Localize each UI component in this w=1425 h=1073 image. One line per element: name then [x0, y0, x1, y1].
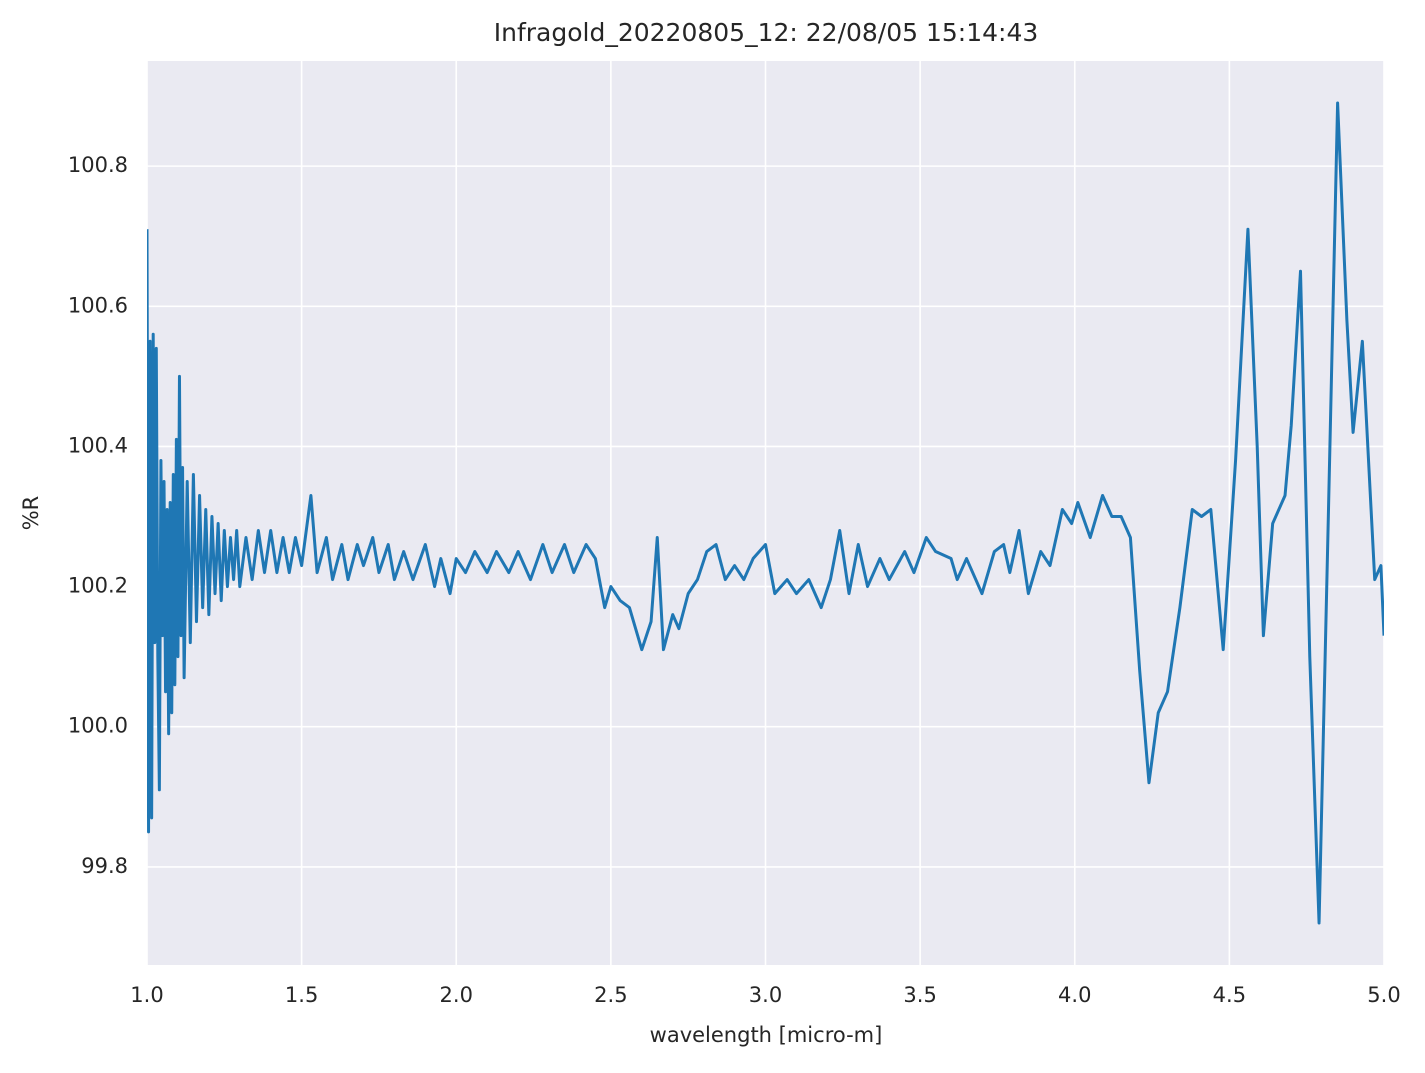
x-tick-label: 4.5 [1213, 983, 1246, 1007]
x-tick-label: 1.0 [130, 983, 163, 1007]
y-tick-label: 100.2 [68, 574, 128, 598]
x-axis-label: wavelength [micro-m] [650, 1023, 883, 1047]
x-tick-label: 2.5 [594, 983, 627, 1007]
x-tick-label: 1.5 [285, 983, 318, 1007]
data-line [147, 101, 1384, 925]
x-tick-label: 3.5 [903, 983, 936, 1007]
x-tick-label: 5.0 [1367, 983, 1400, 1007]
chart-title: Infragold_20220805_12: 22/08/05 15:14:43 [494, 18, 1039, 47]
y-tick-label: 100.8 [68, 153, 128, 177]
x-tick-label: 4.0 [1058, 983, 1091, 1007]
y-tick-label: 100.4 [68, 433, 128, 457]
x-tick-label: 3.0 [749, 983, 782, 1007]
y-tick-label: 100.0 [68, 714, 128, 738]
y-axis-label: %R [19, 496, 43, 531]
x-tick-label: 2.0 [440, 983, 473, 1007]
y-tick-label: 99.8 [81, 854, 128, 878]
y-tick-label: 100.6 [68, 293, 128, 317]
